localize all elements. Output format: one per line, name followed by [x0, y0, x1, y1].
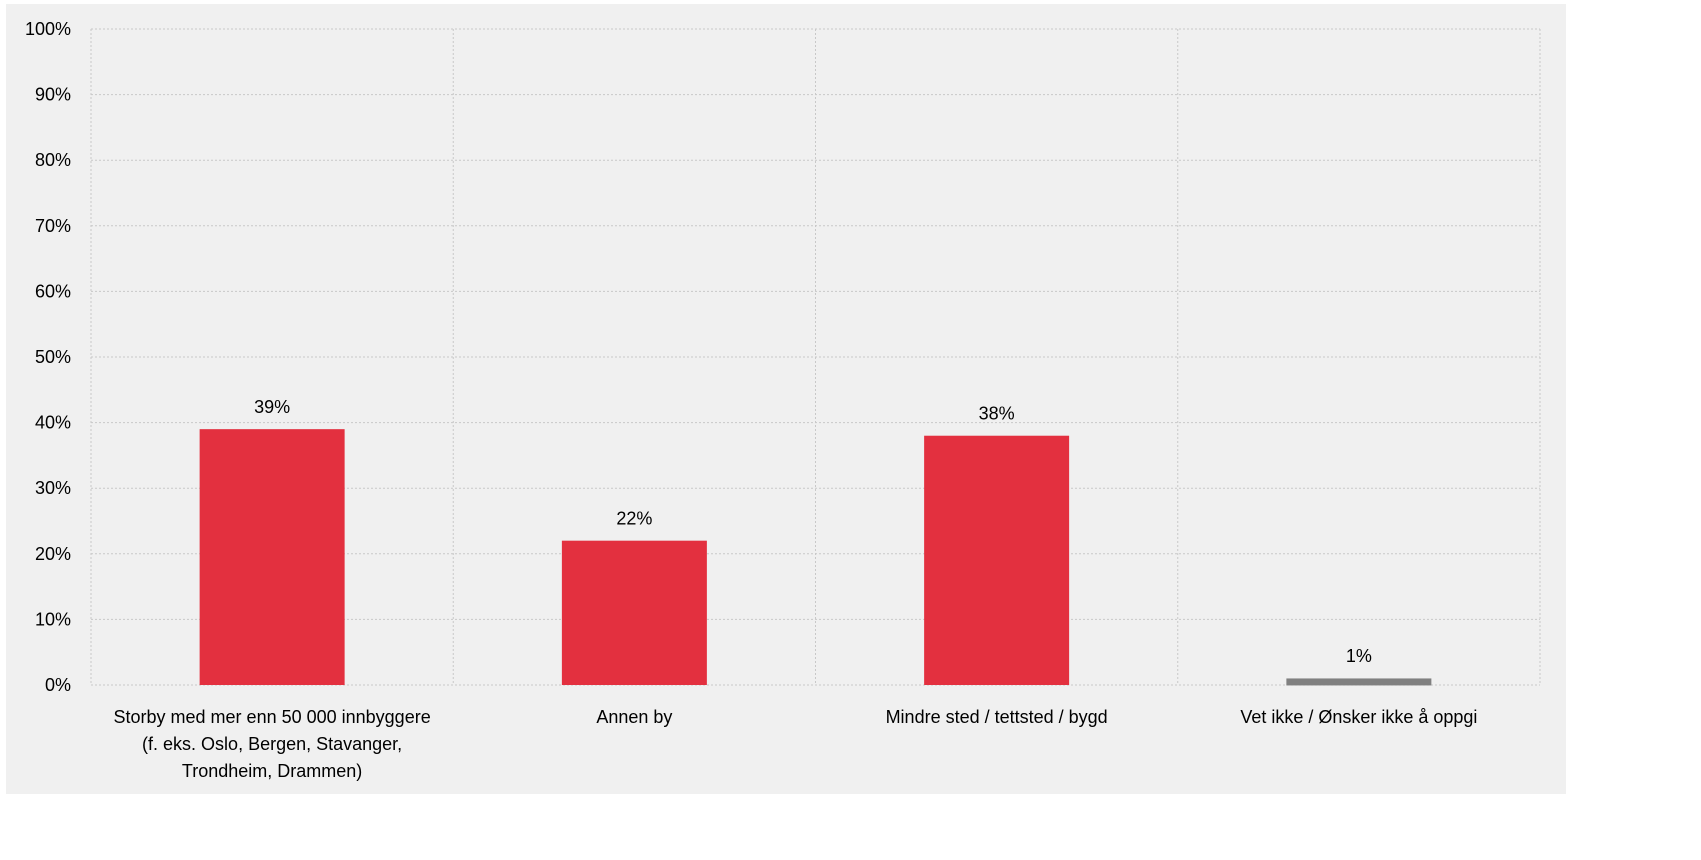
category-label: Storby med mer enn 50 000 innbyggere [114, 707, 431, 727]
category-label: (f. eks. Oslo, Bergen, Stavanger, [142, 734, 402, 754]
y-tick-label: 70% [35, 216, 71, 236]
y-tick-label: 10% [35, 609, 71, 629]
data-label: 38% [979, 404, 1015, 424]
category-label: Mindre sted / tettsted / bygd [886, 707, 1108, 727]
category-label: Annen by [596, 707, 672, 727]
bar [199, 429, 345, 685]
data-label: 39% [254, 397, 290, 417]
data-label: 22% [616, 509, 652, 529]
y-tick-label: 50% [35, 347, 71, 367]
bar-chart: 0% 10% 20% 30% 40% 50% 60% 70% 80% 90% 100% 39% Stor… [25, 19, 1541, 781]
category-label: Vet ikke / Ønsker ikke å oppgi [1240, 707, 1477, 727]
chart-area: 0% 10% 20% 30% 40% 50% 60% 70% 80% 90% 100% 39% Stor… [6, 4, 1566, 794]
data-label: 1% [1346, 646, 1372, 666]
y-tick-label: 30% [35, 478, 71, 498]
category-label: Trondheim, Drammen) [182, 761, 362, 781]
y-tick-label: 20% [35, 544, 71, 564]
y-tick-label: 60% [35, 281, 71, 301]
bar [924, 435, 1070, 685]
y-tick-label: 40% [35, 413, 71, 433]
y-tick-label: 0% [45, 675, 71, 695]
y-tick-label: 90% [35, 85, 71, 105]
y-tick-label: 100% [25, 19, 71, 39]
bar [1286, 678, 1432, 686]
y-tick-label: 80% [35, 150, 71, 170]
bar [561, 540, 707, 685]
